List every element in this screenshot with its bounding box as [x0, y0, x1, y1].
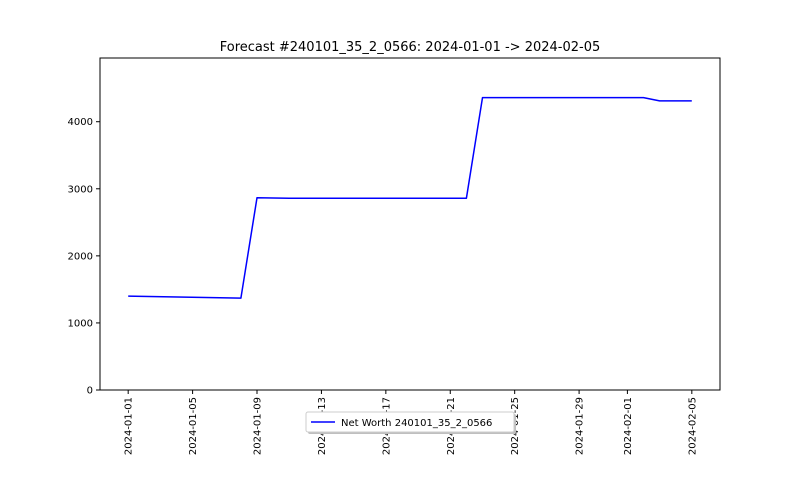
y-tick-label: 0 [87, 386, 93, 397]
y-tick-label: 3000 [68, 184, 93, 195]
x-tick-label: 2024-02-05 [687, 397, 698, 455]
legend-label: Net Worth 240101_35_2_0566 [341, 418, 492, 429]
plot-area [99, 57, 721, 391]
series-line [128, 96, 692, 299]
x-tick-label: 2024-01-05 [188, 397, 199, 455]
x-tick-label: 2024-01-09 [253, 397, 264, 455]
legend: Net Worth 240101_35_2_0566 [305, 411, 516, 434]
y-tick-label: 4000 [68, 117, 93, 128]
y-tick-label: 1000 [68, 318, 93, 329]
x-tick-label: 2024-01-29 [575, 397, 586, 455]
x-tick-label: 2024-02-01 [623, 397, 634, 455]
series-layer [128, 96, 692, 299]
y-axis: 0 1000 2000 3000 4000 [68, 117, 100, 397]
y-tick-label: 2000 [68, 251, 93, 262]
legend-box [305, 411, 515, 433]
chart-title: Forecast #240101_35_2_0566: 2024-01-01 -… [220, 40, 601, 55]
x-tick-label: 2024-01-01 [124, 397, 135, 455]
